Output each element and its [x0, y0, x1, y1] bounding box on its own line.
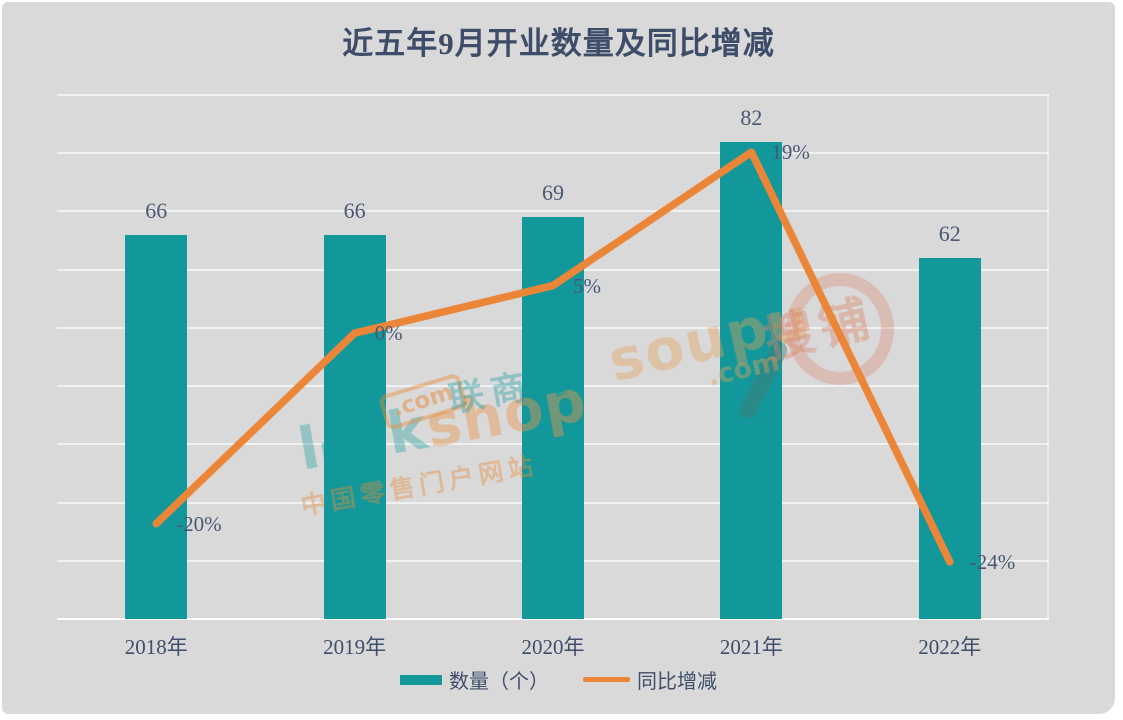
legend-label-line-series: 同比增减 — [637, 671, 717, 693]
pct-value-label: 19% — [771, 140, 810, 165]
pct-value-label: 0% — [374, 321, 403, 346]
bar-series-swatch-icon — [400, 674, 442, 685]
bar-value-label: 62 — [938, 221, 961, 247]
x-axis-label: 2020年 — [521, 635, 585, 659]
pct-value-label: -20% — [176, 511, 222, 536]
bar-2021年 — [720, 141, 783, 619]
x-axis-label: 2019年 — [323, 635, 387, 659]
x-axis-label: 2022年 — [918, 635, 982, 659]
plot-area: 66 2018年 66 2019年 69 2020年 82 2021年 62 2022年 -20% 0… — [57, 94, 1049, 659]
legend-item-line-series: 同比增减 — [583, 665, 717, 694]
bar-value-label: 66 — [145, 197, 168, 223]
line-series-swatch-icon — [583, 677, 630, 682]
legend-label-bar-series: 数量（个） — [449, 671, 549, 693]
bar-2019年 — [323, 234, 386, 619]
bar-2018年 — [125, 234, 188, 619]
gridline — [57, 210, 1049, 213]
x-axis-label: 2021年 — [719, 635, 783, 659]
legend-item-bar-series: 数量（个） — [400, 665, 549, 694]
legend: 数量（个） 同比增减 — [2, 665, 1115, 694]
x-axis-line — [57, 618, 1049, 620]
gridline — [57, 152, 1049, 155]
bar-value-label: 69 — [542, 180, 564, 206]
line-series — [152, 148, 954, 566]
line-series-path — [152, 148, 954, 566]
gridline — [57, 94, 1049, 96]
bar-value-label: 82 — [740, 104, 763, 130]
bar-value-label: 66 — [343, 197, 366, 223]
pct-value-label: 5% — [573, 273, 601, 298]
x-axis-label: 2018年 — [124, 635, 188, 659]
pct-value-label: -24% — [969, 549, 1016, 574]
chart-title: 近五年9月开业数量及同比增减 — [342, 26, 775, 61]
plot-right-edge — [1047, 95, 1049, 619]
